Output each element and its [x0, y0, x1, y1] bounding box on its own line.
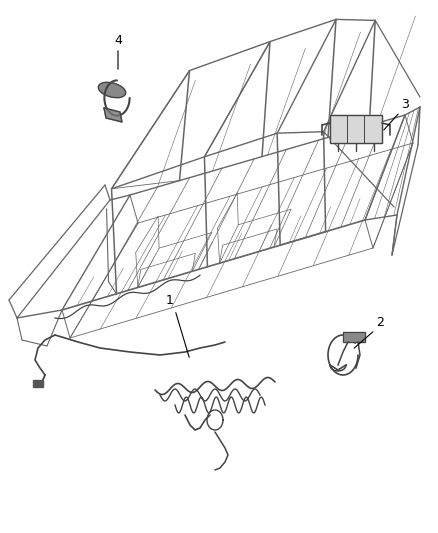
Polygon shape: [104, 108, 122, 122]
Bar: [343, 332, 365, 342]
Text: 3: 3: [401, 99, 409, 111]
Bar: [330, 115, 382, 143]
Bar: [330, 115, 382, 143]
Bar: [343, 332, 365, 342]
Text: 4: 4: [114, 34, 122, 46]
Text: 1: 1: [166, 294, 174, 306]
Bar: [33, 380, 43, 387]
Ellipse shape: [99, 82, 126, 98]
Text: 2: 2: [376, 316, 384, 328]
